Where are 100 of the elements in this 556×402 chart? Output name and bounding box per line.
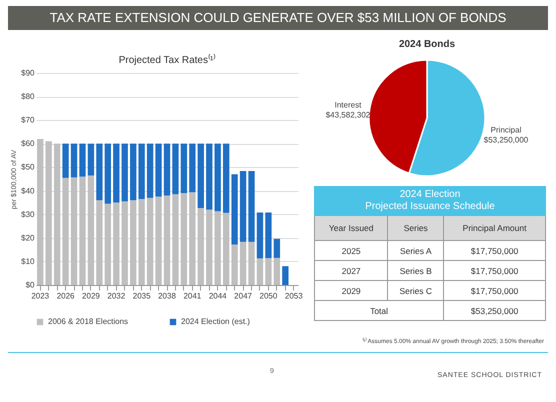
text: $17,750,000: [470, 246, 518, 256]
bar: [231, 244, 238, 285]
bar: [54, 144, 60, 285]
bar: [222, 144, 230, 213]
bar: [113, 144, 120, 203]
text: Total: [370, 306, 388, 316]
text: Series A: [400, 246, 432, 256]
bar: [164, 144, 170, 196]
y-tick-label: $20: [21, 233, 36, 242]
x-tick-label: 2032: [107, 292, 126, 300]
bar: [222, 212, 230, 285]
data-label: $53,250,000: [484, 135, 529, 144]
category-label: Series: [388, 216, 444, 240]
bar: [206, 210, 212, 285]
bar: [256, 258, 264, 285]
chart-title: Projected Tax Rates⁽¹⁾: [118, 53, 216, 66]
bar: [180, 144, 188, 194]
bar: [274, 238, 280, 258]
bar: [198, 208, 204, 285]
bar: [104, 204, 112, 285]
y-tick-label: $80: [21, 92, 36, 102]
bar: [122, 144, 128, 202]
bar: [265, 258, 272, 285]
y-tick-label: $0: [26, 280, 36, 290]
y-tick-label: $50: [21, 162, 36, 172]
bar: [104, 144, 112, 204]
x-tick-label: 2029: [82, 292, 100, 300]
bar: [172, 194, 179, 285]
slice-label: Principal: [490, 125, 522, 134]
bar: [231, 174, 238, 244]
text: $53,250,000: [470, 306, 518, 316]
text: 2027: [342, 266, 361, 276]
y-tick-label: $60: [21, 139, 36, 148]
bar: [256, 212, 264, 258]
bar: [180, 193, 188, 285]
bar: [46, 141, 52, 285]
text: $17,750,000: [470, 286, 518, 296]
bar: [214, 144, 221, 212]
bar: [70, 144, 78, 178]
data-label: $43,582,302: [326, 110, 371, 120]
bar: [88, 175, 94, 285]
bar: [62, 178, 69, 285]
bar: [155, 196, 162, 285]
bar: [70, 177, 78, 285]
bar: [130, 200, 136, 285]
bar: [62, 144, 69, 178]
y-tick-label: $10: [21, 256, 36, 266]
bar: [282, 266, 288, 285]
bar: [122, 201, 128, 285]
bar: [206, 144, 212, 210]
bar: [37, 138, 44, 285]
y-tick-label: $40: [21, 186, 36, 196]
bar: [79, 176, 86, 285]
x-tick-label: 2041: [183, 292, 202, 300]
x-tick-label: 2050: [260, 292, 278, 300]
text: TAX RATE EXTENSION COULD GENERATE OVER $53 MILLION OF BONDS: [8, 6, 548, 30]
bar: [130, 144, 136, 200]
category-label: Principal Amount: [444, 216, 546, 240]
y-tick-label: $90: [21, 68, 36, 78]
x-tick-label: 2047: [234, 292, 253, 300]
bar: [240, 242, 246, 285]
bar: [155, 144, 162, 197]
bar: [274, 258, 280, 285]
slice-label: Interest: [334, 100, 362, 110]
bar: [79, 144, 86, 177]
x-tick-label: 2053: [284, 292, 304, 300]
text: Series B: [400, 266, 432, 276]
bar: [96, 200, 103, 285]
x-tick-label: 2044: [208, 292, 228, 300]
bar: [189, 144, 196, 192]
legend-label: 2024 Election (est.): [181, 317, 250, 326]
bar: [164, 195, 170, 285]
bar: [248, 170, 255, 242]
text: 2024 Election Projected Issuance Schedule: [314, 186, 546, 216]
bar: [113, 202, 120, 285]
bar: [198, 144, 204, 208]
bar: [248, 242, 255, 285]
x-tick-label: 2023: [31, 292, 50, 300]
x-tick-label: 2035: [132, 292, 152, 300]
bar: [240, 170, 246, 242]
legend-label: 2006 & 2018 Elections: [48, 317, 128, 326]
bar: [146, 144, 154, 198]
x-tick-label: 2026: [56, 292, 76, 300]
bar: [214, 211, 221, 285]
bar: [88, 144, 94, 176]
bar: [265, 212, 272, 258]
text: $17,750,000: [470, 266, 518, 276]
bar: [138, 144, 145, 200]
category-label: Year Issued: [314, 216, 388, 240]
text: Series C: [399, 286, 432, 296]
text: 2025: [342, 246, 361, 256]
bar: [138, 199, 145, 285]
x-tick-label: 2038: [158, 292, 176, 300]
bar: [189, 192, 196, 285]
bar: [96, 144, 103, 200]
bar: [146, 198, 154, 285]
y-tick-label: $30: [21, 210, 36, 219]
chart-title: 2024 Bonds: [398, 39, 456, 50]
bar: [172, 144, 179, 194]
y-tick-label: $70: [21, 116, 36, 125]
